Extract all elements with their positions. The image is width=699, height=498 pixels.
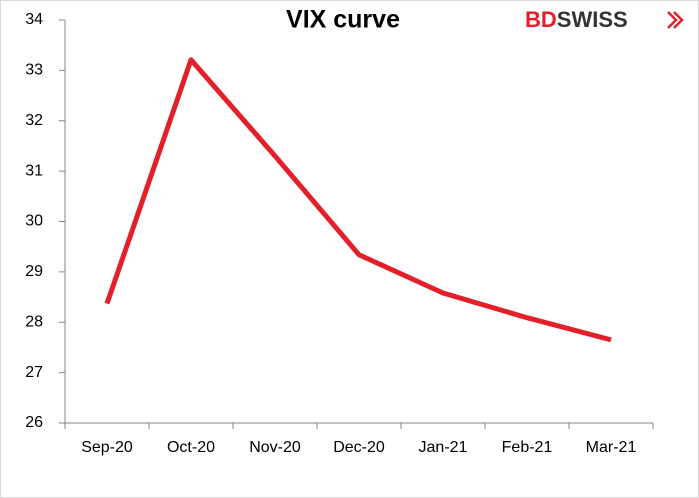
- x-tick-label: Mar-21: [586, 439, 637, 456]
- x-tick-label: Feb-21: [502, 439, 553, 456]
- logo: BDSWISS: [525, 7, 628, 32]
- y-tick-label: 33: [25, 62, 43, 79]
- y-tick-label: 30: [25, 213, 43, 230]
- y-tick-label: 31: [25, 162, 43, 179]
- series-line: [104, 57, 612, 343]
- y-tick-label: 28: [25, 313, 43, 330]
- x-tick-label: Oct-20: [167, 439, 215, 456]
- chart-title: VIX curve: [286, 6, 400, 34]
- logo-name: SWISS: [557, 7, 628, 32]
- x-tick-label: Nov-20: [249, 439, 301, 456]
- y-tick-label: 34: [25, 11, 43, 28]
- x-tick-label: Sep-20: [81, 439, 133, 456]
- y-tick-label: 27: [25, 364, 43, 381]
- x-tick-label: Dec-20: [333, 439, 385, 456]
- logo-arrows: [667, 11, 684, 29]
- y-tick-label: 29: [25, 263, 43, 280]
- y-tick-label: 32: [25, 112, 43, 129]
- y-tick-label: 26: [25, 414, 43, 431]
- logo-prefix: BD: [525, 7, 557, 32]
- x-tick-label: Jan-21: [419, 439, 468, 456]
